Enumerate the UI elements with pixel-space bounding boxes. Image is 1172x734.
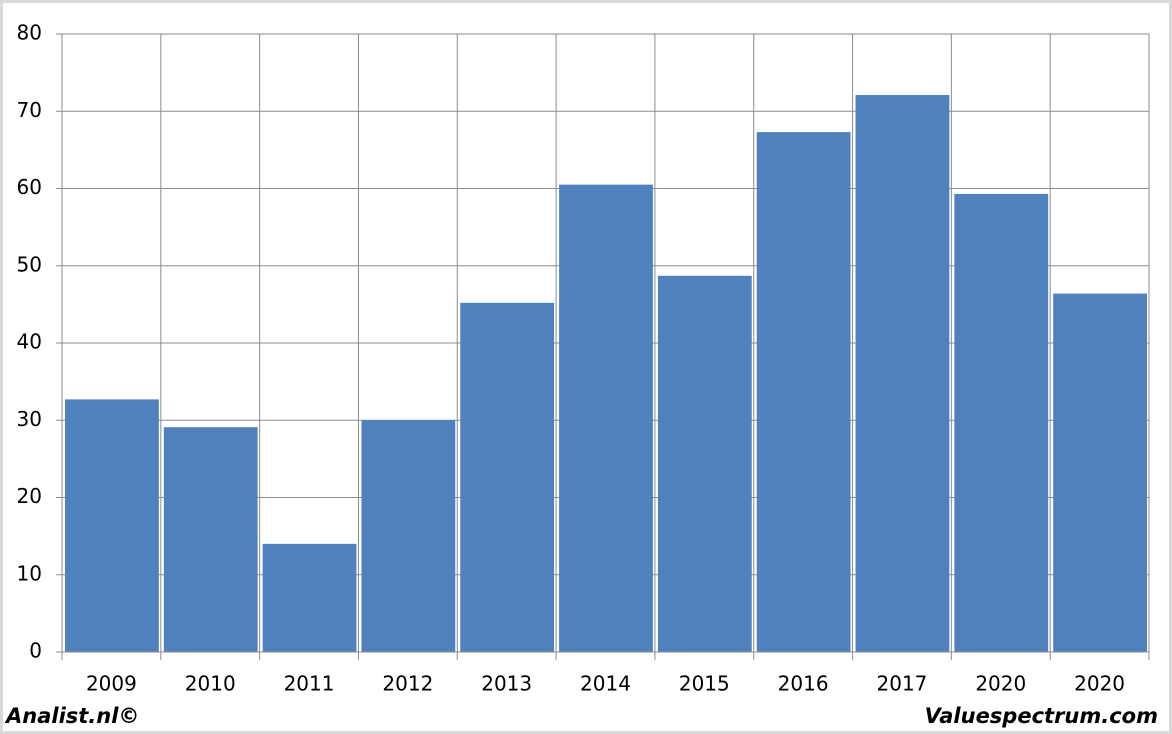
- bar: [1053, 293, 1147, 652]
- x-tick-label: 2010: [185, 672, 236, 696]
- y-tick-label: 50: [17, 252, 42, 276]
- y-tick-label: 30: [17, 407, 42, 431]
- x-tick-label: 2017: [877, 672, 928, 696]
- x-tick-label: 2009: [86, 672, 137, 696]
- x-tick-label: 2012: [382, 672, 433, 696]
- x-tick-label: 2011: [284, 672, 335, 696]
- bar: [460, 302, 555, 652]
- y-tick-label: 40: [17, 330, 42, 354]
- x-tick-label: 2013: [481, 672, 532, 696]
- y-tick-label: 20: [17, 484, 42, 508]
- x-tick-label: 2014: [580, 672, 631, 696]
- y-tick-label: 80: [17, 21, 42, 45]
- bar: [657, 275, 752, 652]
- x-tick-label: 2020: [975, 672, 1026, 696]
- y-tick-label: 60: [17, 175, 42, 199]
- x-tick-label: 2020: [1074, 672, 1125, 696]
- bar: [262, 543, 357, 652]
- y-tick-label: 70: [17, 98, 42, 122]
- y-tick-label: 0: [29, 639, 42, 663]
- x-tick-label: 2016: [778, 672, 829, 696]
- source-left: Analist.nl©: [4, 704, 139, 728]
- y-tick-label: 10: [17, 561, 42, 585]
- bar: [954, 193, 1049, 652]
- bar: [65, 399, 159, 652]
- x-tick-label: 2015: [679, 672, 730, 696]
- bar: [163, 427, 258, 652]
- source-right: Valuespectrum.com: [925, 704, 1158, 728]
- bar: [361, 420, 456, 652]
- bar: [855, 95, 950, 653]
- bar: [559, 184, 653, 652]
- bar: [756, 132, 851, 653]
